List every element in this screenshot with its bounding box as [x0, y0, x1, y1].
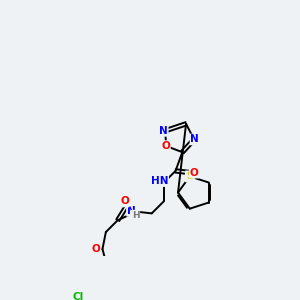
Text: O: O: [161, 141, 170, 151]
Text: N: N: [159, 126, 168, 136]
Text: S: S: [186, 171, 194, 182]
Text: Cl: Cl: [73, 292, 84, 300]
Text: N: N: [127, 206, 136, 216]
Text: O: O: [120, 196, 129, 206]
Text: N: N: [190, 134, 199, 144]
Text: O: O: [190, 168, 199, 178]
Text: HN: HN: [151, 176, 168, 186]
Text: H: H: [132, 211, 140, 220]
Text: O: O: [91, 244, 100, 254]
